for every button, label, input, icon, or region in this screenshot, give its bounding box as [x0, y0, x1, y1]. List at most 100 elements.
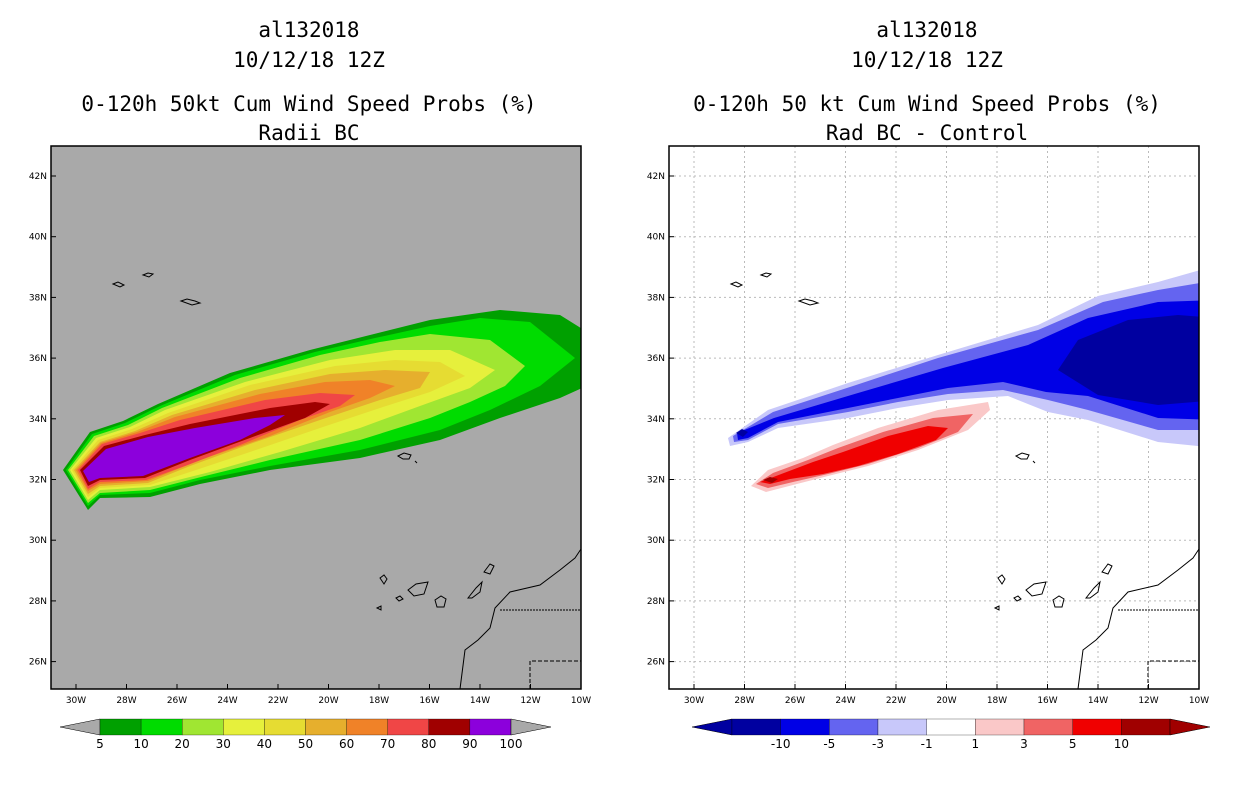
colorbar-swatch [926, 718, 976, 736]
forecast-date: 10/12/18 12Z [851, 48, 1003, 72]
colorbar-label: 40 [257, 737, 272, 751]
forecast-date: 10/12/18 12Z [233, 48, 385, 72]
colorbar-swatch [387, 718, 429, 736]
neg-band-4 [1058, 315, 1199, 405]
lat-label: 36N [647, 354, 665, 364]
neg-spot [736, 429, 748, 437]
colorbar-label: 3 [1020, 737, 1028, 751]
colorbar-label: -10 [771, 737, 791, 751]
lat-label: 38N [29, 293, 47, 303]
lat-label: 28N [29, 597, 47, 607]
lat-label: 34N [29, 415, 47, 425]
lat-label: 42N [647, 172, 665, 182]
map-frame [668, 145, 1200, 690]
colorbar-swatch [731, 718, 781, 736]
colorbar-swatch [428, 718, 471, 736]
colorbar-label: 5 [96, 737, 104, 751]
colorbar-swatch [829, 718, 879, 736]
lon-label: 18W [369, 696, 389, 706]
lat-label: 40N [29, 233, 47, 243]
colorbar-label: 30 [216, 737, 231, 751]
storm-id: al132018 [876, 18, 978, 42]
colorbar-arrow-left [691, 718, 733, 736]
lon-label: 14W [470, 696, 490, 706]
map-plot: 42N 40N 38N 36N 34N 32N 30N 28N 26N 30W 28W 26W 24W… [29, 145, 591, 751]
lat-label: 34N [647, 415, 665, 425]
lon-label: 30W [684, 696, 704, 706]
lat-label: 30N [647, 536, 665, 546]
colorbar: 5 10 20 30 40 50 60 70 80 90 100 [59, 718, 552, 751]
colorbar-swatch [182, 718, 224, 736]
colorbar-label: 50 [298, 737, 313, 751]
colorbar-label: 70 [380, 737, 395, 751]
right-panel: al132018 10/12/18 12Z 0-120h 50 kt Cum W… [618, 0, 1236, 800]
colorbar-swatch [1023, 718, 1073, 736]
colorbar-swatch [469, 718, 512, 736]
lat-label: 38N [647, 293, 665, 303]
colorbar-swatch [140, 718, 183, 736]
coastlines [729, 272, 1200, 690]
colorbar-label: 20 [175, 737, 190, 751]
storm-id: al132018 [258, 18, 360, 42]
lon-label: 16W [419, 696, 439, 706]
lon-label: 18W [987, 696, 1007, 706]
map-plot: 42N 40N 38N 36N 34N 32N 30N 28N 26N 30W 28W 26W 24W… [647, 145, 1211, 751]
band-90 [83, 415, 285, 482]
map-frame [50, 145, 582, 690]
colorbar-arrow-right [1169, 718, 1211, 736]
lat-label: 30N [29, 536, 47, 546]
colorbar-label: 90 [462, 737, 477, 751]
lon-label: 14W [1088, 696, 1108, 706]
lat-label: 42N [29, 172, 47, 182]
colorbar-label: -5 [823, 737, 835, 751]
colorbar-label: -1 [921, 737, 933, 751]
colorbar-label: 80 [421, 737, 436, 751]
colorbar-swatch [780, 718, 830, 736]
lon-label: 20W [936, 696, 956, 706]
colorbar-swatch [1072, 718, 1122, 736]
colorbar-label: -3 [872, 737, 884, 751]
lon-label: 28W [734, 696, 754, 706]
lat-label: 26N [647, 658, 665, 668]
lat-label: 28N [647, 597, 665, 607]
lat-label: 36N [29, 354, 47, 364]
lat-label: 32N [647, 476, 665, 486]
colorbar-swatch [877, 718, 927, 736]
pos-spot [763, 477, 778, 483]
colorbar-swatch [99, 718, 142, 736]
colorbar-label: 5 [1069, 737, 1077, 751]
lon-label: 10W [1189, 696, 1209, 706]
lat-label: 26N [29, 658, 47, 668]
colorbar-label: 60 [339, 737, 354, 751]
plot-subtitle: Rad BC - Control [825, 121, 1029, 145]
probability-swath [63, 310, 581, 510]
lon-label: 26W [785, 696, 805, 706]
plot-title: 0-120h 50kt Cum Wind Speed Probs (%) [81, 92, 537, 116]
colorbar-label: 10 [1114, 737, 1129, 751]
neg-band-3 [737, 300, 1199, 440]
lon-label: 28W [116, 696, 136, 706]
colorbar-arrow-right [510, 718, 552, 736]
difference-field [728, 270, 1199, 492]
colorbar-label: 100 [500, 737, 523, 751]
colorbar-swatch [264, 718, 306, 736]
lon-label: 30W [66, 696, 86, 706]
lon-label: 26W [167, 696, 187, 706]
coastlines [111, 272, 582, 690]
lon-label: 24W [217, 696, 237, 706]
colorbar-swatch [305, 718, 347, 736]
lon-label: 20W [318, 696, 338, 706]
lat-axis: 42N 40N 38N 36N 34N 32N 30N 28N 26N [29, 172, 56, 668]
lon-label: 16W [1037, 696, 1057, 706]
colorbar-arrow-left [59, 718, 101, 736]
colorbar-swatch [223, 718, 265, 736]
lon-axis: 30W 28W 26W 24W 22W 20W 18W 16W 14W 12W 10W [684, 684, 1209, 706]
colorbar-label: 1 [972, 737, 980, 751]
lat-axis: 42N 40N 38N 36N 34N 32N 30N 28N 26N [647, 172, 674, 668]
lon-axis: 30W 28W 26W 24W 22W 20W 18W 16W 14W 12W 10W [66, 684, 591, 706]
plot-subtitle: Radii BC [258, 121, 360, 145]
colorbar-swatch [975, 718, 1025, 736]
lon-label: 12W [520, 696, 540, 706]
lon-label: 12W [1138, 696, 1158, 706]
colorbar-swatch [1121, 718, 1171, 736]
